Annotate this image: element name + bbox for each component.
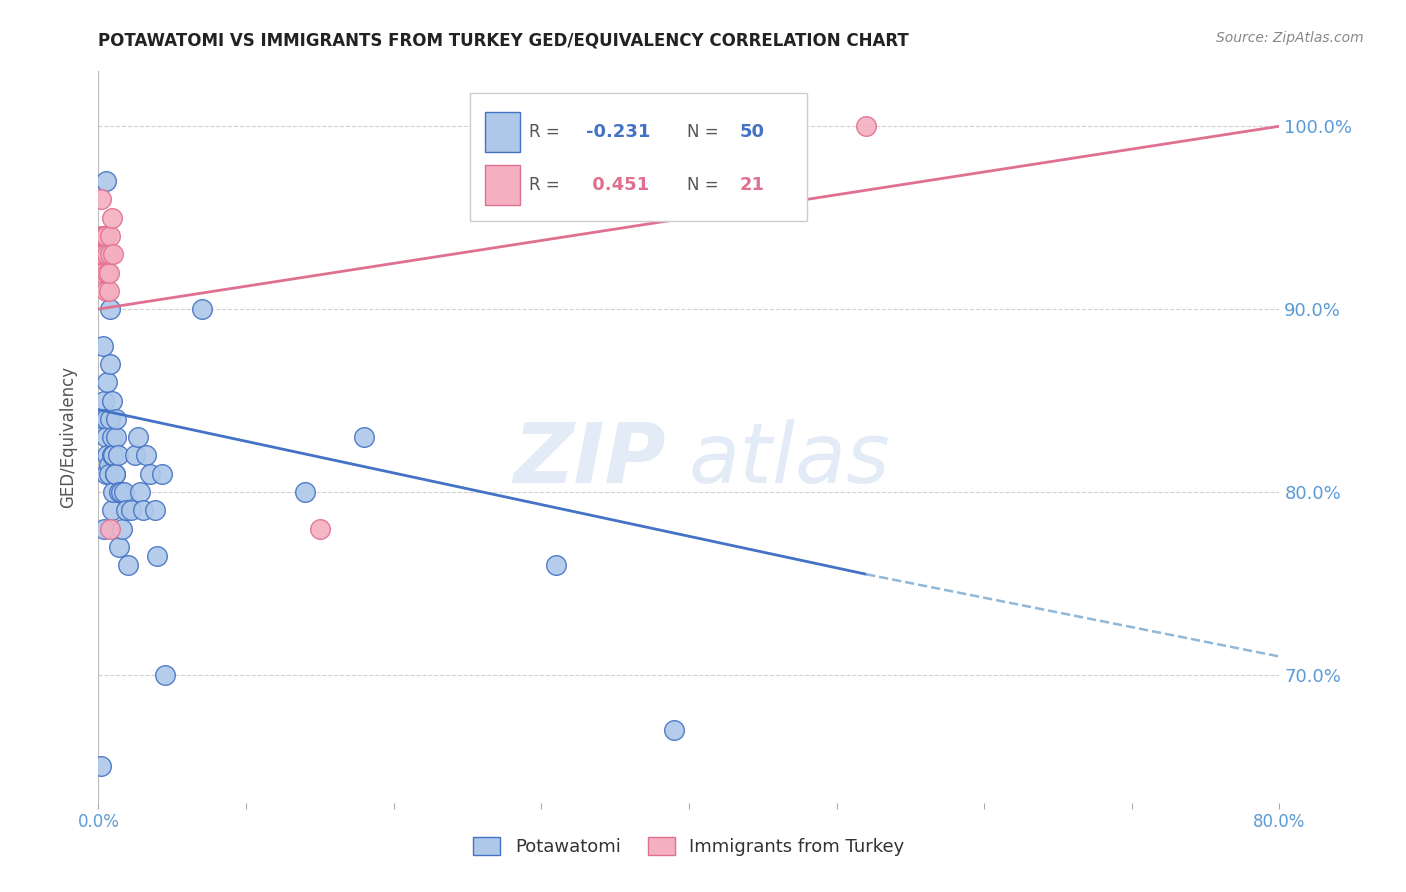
Point <box>100 448 122 462</box>
Point <box>93 247 115 261</box>
Point <box>103 484 125 499</box>
Point <box>120 503 142 517</box>
Point <box>94 284 117 298</box>
Point <box>117 558 139 573</box>
Point <box>94 174 117 188</box>
Point <box>96 375 118 389</box>
Point <box>111 521 134 535</box>
Point <box>94 467 117 481</box>
Point <box>104 467 127 481</box>
Point <box>98 411 121 425</box>
Bar <box>485 165 520 205</box>
Point <box>664 723 686 737</box>
Point <box>96 448 118 462</box>
Point <box>91 338 114 352</box>
Point <box>94 411 117 425</box>
Point <box>93 521 115 535</box>
Text: 50: 50 <box>740 123 765 141</box>
Point <box>100 393 122 408</box>
Point <box>105 411 128 425</box>
Point <box>353 430 375 444</box>
Point <box>96 247 118 261</box>
Point <box>91 228 114 243</box>
Text: -0.231: -0.231 <box>586 123 651 141</box>
Point <box>91 265 114 279</box>
Point <box>309 521 332 535</box>
Point <box>90 228 112 243</box>
Point <box>103 448 125 462</box>
Point <box>91 265 114 279</box>
Text: R =: R = <box>530 176 565 194</box>
Text: Source: ZipAtlas.com: Source: ZipAtlas.com <box>1216 31 1364 45</box>
Bar <box>471 94 807 221</box>
Text: N =: N = <box>686 176 724 194</box>
Point <box>94 430 117 444</box>
Point <box>132 503 155 517</box>
Point <box>546 558 568 573</box>
Point <box>98 301 121 316</box>
Point <box>90 759 112 773</box>
Point <box>128 484 150 499</box>
Point <box>146 549 169 563</box>
Point <box>100 211 122 225</box>
Point <box>105 430 128 444</box>
Text: POTAWATOMI VS IMMIGRANTS FROM TURKEY GED/EQUIVALENCY CORRELATION CHART: POTAWATOMI VS IMMIGRANTS FROM TURKEY GED… <box>98 31 910 49</box>
Point <box>96 265 118 279</box>
Point <box>97 458 120 472</box>
Point <box>108 540 131 554</box>
Y-axis label: GED/Equivalency: GED/Equivalency <box>59 366 77 508</box>
Point <box>108 484 131 499</box>
Point <box>135 448 157 462</box>
Legend: Potawatomi, Immigrants from Turkey: Potawatomi, Immigrants from Turkey <box>465 830 912 863</box>
Point <box>93 393 115 408</box>
Point <box>94 228 117 243</box>
Text: R =: R = <box>530 123 565 141</box>
Point <box>98 521 121 535</box>
Point <box>100 430 122 444</box>
Point <box>98 228 121 243</box>
Point <box>93 228 115 243</box>
Point <box>97 467 120 481</box>
Text: 21: 21 <box>740 176 765 194</box>
Point <box>107 448 129 462</box>
Point <box>112 484 135 499</box>
Point <box>115 503 138 517</box>
Text: atlas: atlas <box>689 418 890 500</box>
Point <box>98 357 121 371</box>
Point <box>97 265 120 279</box>
Text: ZIP: ZIP <box>513 418 665 500</box>
Point <box>89 247 111 261</box>
Point <box>139 467 162 481</box>
Bar <box>485 112 520 152</box>
Point <box>98 247 121 261</box>
Point <box>150 467 173 481</box>
Point <box>127 430 149 444</box>
Point <box>153 667 176 681</box>
Point <box>100 503 122 517</box>
Point <box>97 284 120 298</box>
Point <box>90 192 112 206</box>
Point <box>104 467 127 481</box>
Point <box>191 301 214 316</box>
Text: N =: N = <box>686 123 724 141</box>
Point <box>110 484 132 499</box>
Point <box>294 484 316 499</box>
Text: 0.451: 0.451 <box>586 176 650 194</box>
Point <box>143 503 166 517</box>
Point <box>103 247 125 261</box>
Point <box>91 411 114 425</box>
Point <box>124 448 146 462</box>
Point <box>855 119 877 133</box>
